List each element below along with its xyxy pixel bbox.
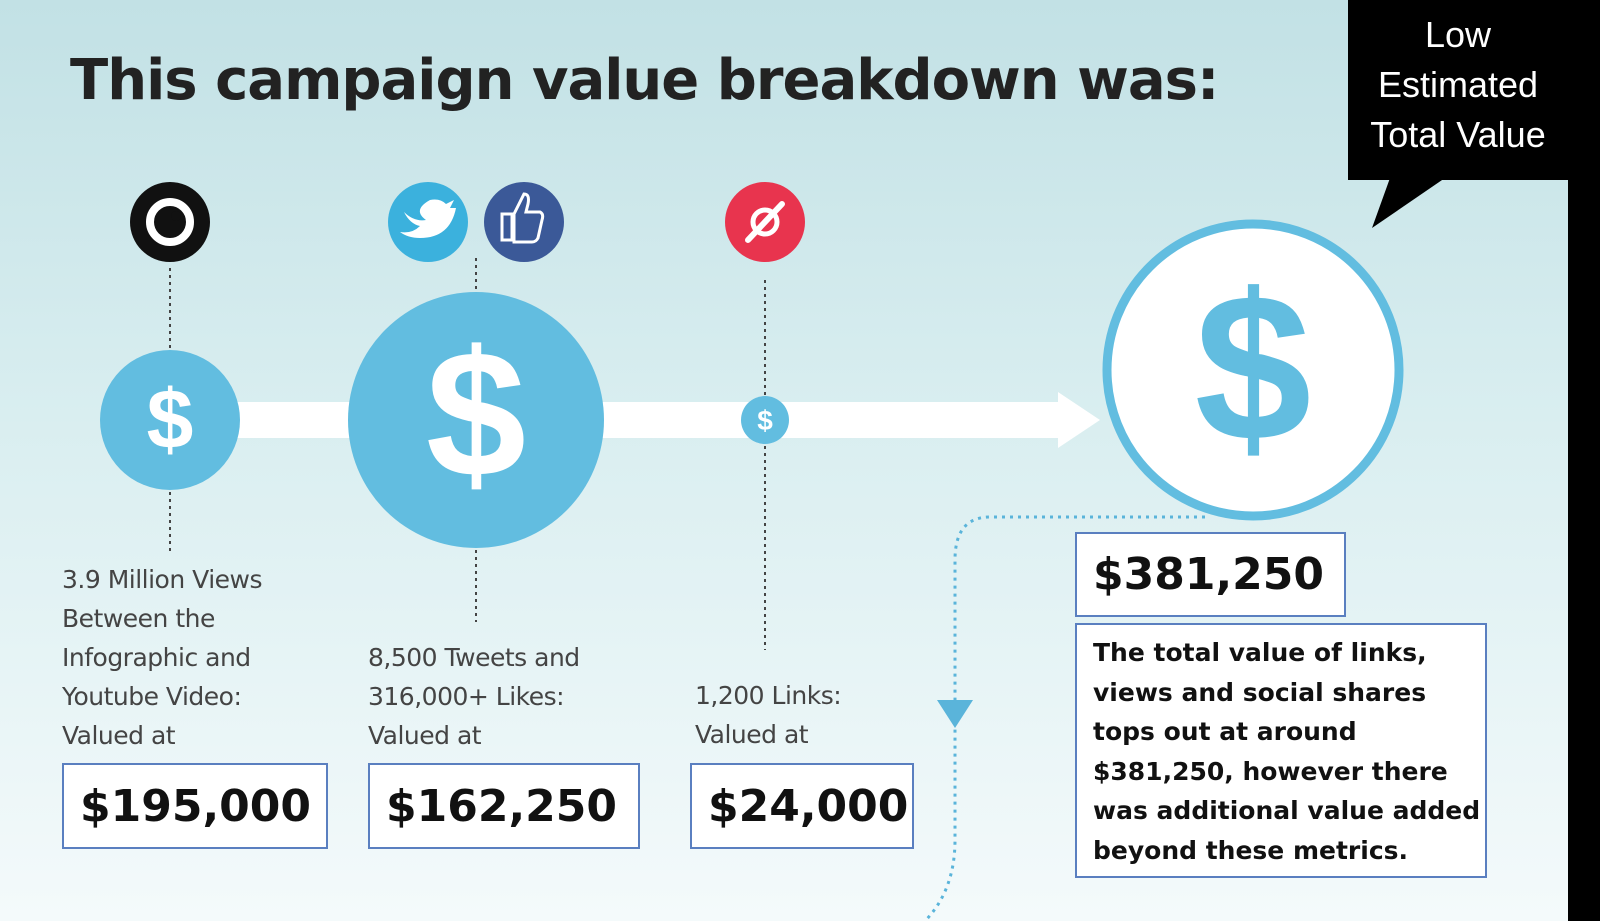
social-value-box: $162,250 [368, 763, 640, 849]
desc-line: $381,250, however there [1093, 756, 1448, 786]
desc-line: The total value of links, [1093, 638, 1427, 667]
label-line: Valued at [695, 720, 809, 749]
callout-line: Total Value [1370, 114, 1546, 155]
svg-text:$: $ [1195, 250, 1312, 485]
total-description: The total value of links, views and soci… [1075, 623, 1487, 878]
link-icon [725, 182, 805, 262]
connector-lines [169, 258, 766, 650]
svg-text:$: $ [757, 405, 773, 436]
label-line: 316,000+ Likes: [368, 682, 565, 711]
label-line: Between the [62, 604, 215, 633]
desc-line: views and social shares [1093, 677, 1427, 707]
dollar-circle-links: $ [741, 396, 789, 444]
dollar-circle-views: $ [100, 350, 240, 490]
svg-text:$: $ [147, 372, 194, 466]
label-line: 8,500 Tweets and [368, 643, 580, 672]
desc-line: beyond these metrics. [1093, 835, 1409, 865]
callout-tail [1372, 178, 1445, 228]
page-title: This campaign value breakdown was: [70, 48, 1219, 113]
callout-line: Low [1424, 14, 1492, 55]
right-edge-bar [1568, 0, 1600, 921]
facebook-like-icon [484, 182, 564, 262]
eye-icon [130, 182, 210, 262]
links-label: 1,200 Links: Valued at [695, 676, 842, 754]
dollar-circle-total: $ [1102, 219, 1404, 521]
twitter-icon [388, 182, 468, 262]
dollar-circle-social: $ [348, 292, 604, 548]
label-line: Youtube Video: [62, 682, 242, 711]
desc-line: tops out at around [1093, 717, 1357, 746]
label-line: Valued at [368, 721, 482, 750]
views-label: 3.9 Million Views Between the Infographi… [62, 560, 263, 755]
label-line: 3.9 Million Views [62, 565, 263, 594]
down-triangle-icon [937, 700, 973, 728]
callout-line: Estimated [1377, 64, 1539, 105]
svg-text:$: $ [426, 314, 526, 515]
arrow-head [1058, 392, 1100, 448]
total-value-box: $381,250 [1075, 532, 1346, 617]
callout-low-estimated-total: Low Estimated Total Value [1348, 0, 1568, 180]
desc-line: was additional value added [1093, 796, 1481, 825]
label-line: Infographic and [62, 643, 251, 672]
label-line: 1,200 Links: [695, 681, 842, 710]
links-value-box: $24,000 [690, 763, 914, 849]
social-label: 8,500 Tweets and 316,000+ Likes: Valued … [368, 638, 580, 755]
label-line: Valued at [62, 721, 176, 750]
views-value-box: $195,000 [62, 763, 328, 849]
flow-bar [170, 402, 1060, 438]
